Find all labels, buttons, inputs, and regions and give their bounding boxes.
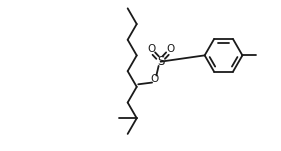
Text: O: O bbox=[166, 44, 174, 54]
Text: S: S bbox=[157, 55, 164, 68]
Text: O: O bbox=[147, 44, 155, 54]
Text: O: O bbox=[150, 74, 158, 84]
